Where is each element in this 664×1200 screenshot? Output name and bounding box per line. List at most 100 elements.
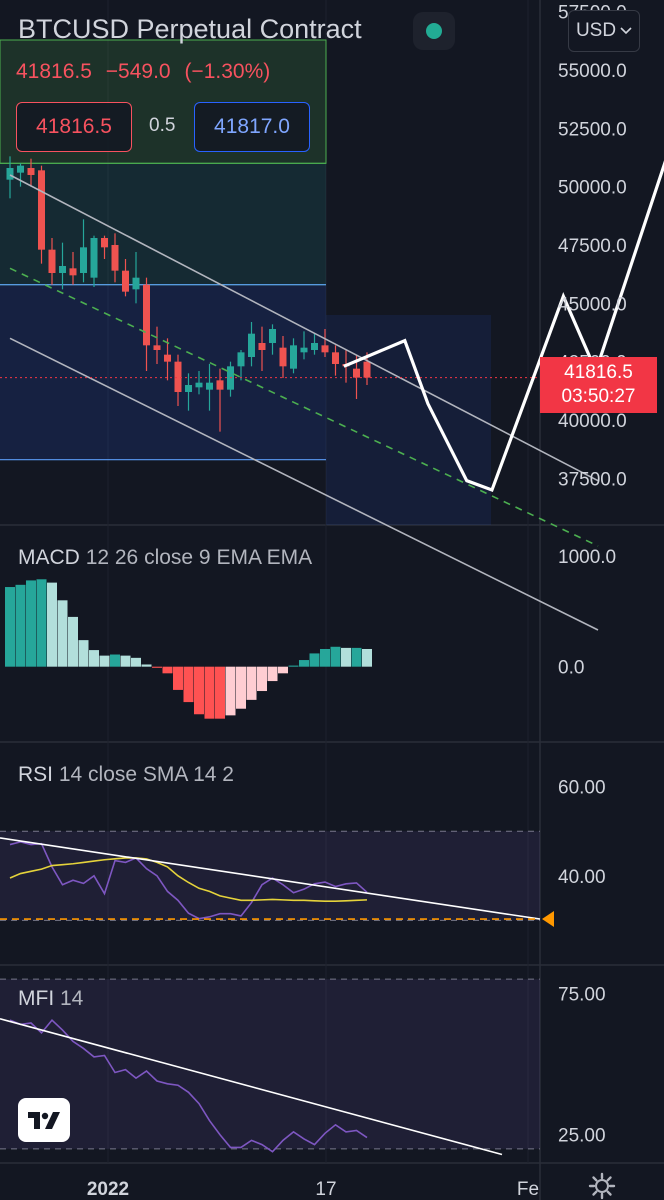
candle-body [269, 329, 276, 343]
candle-body [132, 277, 140, 290]
price-tick-label: 45000.0 [558, 294, 627, 315]
mfi-trendline [0, 1017, 503, 1156]
macd-label: MACD [18, 546, 80, 569]
candle-body [69, 268, 77, 276]
macd-histogram-bar [341, 647, 351, 667]
candle-body [248, 333, 255, 357]
macd-histogram-bar [288, 665, 299, 667]
rsi-trendline [0, 837, 541, 920]
candle-body [195, 382, 203, 388]
rsi-params: 14 close SMA 14 2 [58, 763, 234, 786]
candle-body [216, 380, 224, 390]
macd-histogram-bar [225, 666, 236, 716]
macd-legend[interactable]: MACD 12 26 close 9 EMA EMA [18, 546, 312, 570]
channel-lower-line [9, 337, 599, 631]
tradingview-logo-mark [28, 1112, 60, 1129]
macd-histogram-bar [68, 616, 78, 667]
macd-histogram-bar [162, 666, 173, 674]
candle-body [237, 352, 245, 367]
mfi-tick-label: 25.00 [558, 1126, 606, 1147]
candle-body [111, 245, 119, 271]
bar-countdown: 03:50:27 [561, 386, 636, 407]
mfi-tick-label: 75.00 [558, 984, 606, 1005]
time-tick-label: 17 [315, 1179, 336, 1200]
macd-histogram-bar [267, 666, 278, 682]
macd-histogram-bar [309, 653, 320, 667]
candle-body [321, 345, 329, 353]
rsi-tick-label: 40.00 [558, 867, 606, 888]
macd-histogram-bar [78, 640, 89, 667]
candle-body [80, 247, 87, 273]
market-open-dot-icon[interactable] [413, 12, 455, 50]
candle-body [290, 345, 297, 369]
candle-body [174, 361, 182, 392]
rsi-series-line [9, 857, 368, 903]
macd-histogram-bar [26, 580, 36, 667]
position-zone-blue [0, 284, 326, 460]
macd-histogram-bar [320, 648, 330, 667]
macd-histogram-bar [278, 666, 288, 674]
candle-body [353, 368, 360, 378]
mfi-band-fill [0, 979, 540, 1149]
macd-histogram-bar [120, 655, 131, 667]
candle-body [59, 266, 66, 273]
macd-histogram-bar [183, 666, 194, 703]
price-change: −549.0 [105, 60, 171, 83]
symbol-title[interactable]: BTCUSD Perpetual Contract [18, 14, 362, 44]
candle-body [164, 354, 171, 362]
candle-body [311, 343, 318, 350]
macd-histogram-bar [246, 666, 257, 700]
gear-icon[interactable] [588, 1172, 616, 1200]
macd-histogram-bar [57, 600, 68, 667]
macd-histogram-bar [215, 666, 225, 719]
currency-label: USD [575, 20, 617, 41]
sell-button[interactable]: 41816.5 [16, 102, 132, 152]
macd-histogram-bar [36, 579, 47, 667]
channel-middle-line [9, 267, 599, 547]
candle-body [332, 352, 339, 364]
candle-body [122, 270, 129, 292]
price-tick-label: 47500.0 [558, 236, 627, 257]
mfi-legend[interactable]: MFI 14 [18, 987, 83, 1011]
candle-body [206, 382, 213, 390]
macd-histogram-bar [89, 650, 99, 667]
candle-body [143, 284, 150, 346]
time-tick-label: Fe [517, 1179, 539, 1200]
last-price-tag: 41816.5 03:50:27 [540, 357, 657, 413]
rsi-reference-marker [542, 911, 554, 928]
tradingview-logo[interactable] [18, 1098, 70, 1142]
candle-body [258, 343, 266, 350]
macd-histogram-bar [299, 660, 309, 667]
macd-histogram-bar [204, 666, 215, 719]
price-change-pct: (−1.30%) [184, 60, 271, 83]
rsi-legend[interactable]: RSI 14 close SMA 14 2 [18, 763, 234, 787]
macd-tick-label: 0.0 [558, 658, 584, 679]
macd-histogram-bar [15, 584, 26, 667]
candle-body [279, 347, 287, 367]
macd-histogram-bar [362, 648, 372, 667]
candle-body [153, 345, 161, 350]
time-tick-label: 2022 [87, 1179, 129, 1200]
candle-body [185, 385, 192, 392]
candle-body [48, 249, 56, 273]
price-tick-label: 40000.0 [558, 411, 627, 432]
mfi-label: MFI [18, 987, 55, 1010]
currency-selector[interactable]: USD [568, 10, 640, 52]
candle-body [363, 361, 371, 378]
macd-histogram-bar [99, 655, 110, 667]
macd-histogram-bar [47, 582, 57, 667]
candle-body [90, 238, 98, 278]
macd-params: 12 26 close 9 EMA EMA [85, 546, 313, 569]
macd-histogram-bar [236, 666, 246, 709]
price-tick-label: 55000.0 [558, 61, 627, 82]
buy-button[interactable]: 41817.0 [194, 102, 310, 152]
last-price-tag-value: 41816.5 [564, 362, 633, 383]
macd-histogram-bar [173, 666, 183, 690]
rsi-tick-label: 60.00 [558, 778, 606, 799]
macd-histogram-bar [351, 647, 362, 667]
candle-body [38, 170, 45, 250]
rsi-series-line [9, 841, 368, 920]
macd-histogram-bar [257, 666, 267, 692]
candle-body [101, 238, 108, 248]
